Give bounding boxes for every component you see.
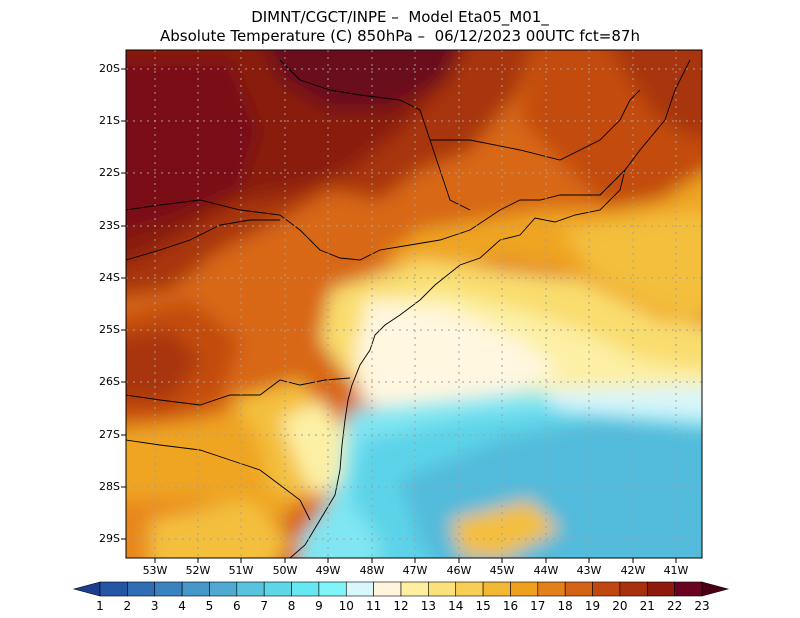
lon-label-50w: 50W — [272, 564, 298, 577]
temperature-field — [126, 50, 702, 558]
colorbar-swatch — [646, 581, 675, 597]
colorbar-swatch — [263, 581, 292, 597]
map-frame — [125, 49, 703, 559]
coastline — [289, 59, 691, 558]
state-border-sp-pr — [126, 169, 626, 261]
colorbar-swatch — [455, 581, 484, 597]
lat-label-24s: 24S — [99, 271, 120, 284]
lon-label-41w: 41W — [663, 564, 689, 577]
colorbar-swatch — [510, 581, 539, 597]
lat-label-29s: 29S — [99, 532, 120, 545]
colorbar-tick-label: 10 — [338, 599, 354, 613]
state-border-ms — [126, 219, 280, 261]
colorbar-tick-label: 8 — [287, 599, 296, 613]
state-border-mg — [279, 59, 471, 211]
colorbar-tick-label: 18 — [557, 599, 573, 613]
map-title-line2: Absolute Temperature (C) 850hPa – 06/12/… — [160, 27, 640, 45]
lat-label-20s: 20S — [99, 62, 120, 75]
field-dark-red-ne — [612, 50, 702, 140]
colorbar-tick-label: 15 — [475, 599, 491, 613]
field-maroon-west — [126, 60, 260, 233]
lat-label-23s: 23S — [99, 219, 120, 232]
field-yellow-orange — [560, 210, 702, 320]
colorbar-tick-label: 11 — [365, 599, 382, 613]
field-warm-patch — [450, 500, 560, 558]
lon-label-42w: 42W — [620, 564, 646, 577]
lon-label-43w: 43W — [576, 564, 602, 577]
colorbar-tick-label: 23 — [694, 599, 710, 613]
colorbar-tick-label: 2 — [123, 599, 132, 613]
colorbar-tick-label: 17 — [530, 599, 546, 613]
lat-label-22s: 22S — [99, 166, 120, 179]
colorbar-swatch — [537, 581, 566, 597]
colorbar-tick-label: 20 — [612, 599, 628, 613]
colorbar-swatch — [236, 581, 265, 597]
colorbar-tick-label: 1 — [96, 599, 104, 613]
lat-label-26s: 26S — [99, 375, 120, 388]
axis-ticks — [121, 68, 677, 563]
colorbar-tick-label: 16 — [502, 599, 519, 613]
colorbar-tick-label: 6 — [232, 599, 241, 613]
colorbar-tick-label: 21 — [639, 599, 655, 613]
coastline-borders — [126, 59, 691, 558]
colorbar-swatch — [428, 581, 457, 597]
colorbar-swatch — [400, 581, 429, 597]
colorbar-tick-label: 22 — [666, 599, 683, 613]
map-title-line1: DIMNT/CGCT/INPE – Model Eta05_M01_ — [251, 8, 549, 26]
field-dark-red-w — [126, 330, 200, 400]
colorbar-tick-label: 3 — [150, 599, 159, 613]
colorbar-swatch — [373, 581, 402, 597]
colorbar-swatch — [291, 581, 320, 597]
colorbar-swatch — [181, 581, 210, 597]
colorbar-swatch — [127, 581, 156, 597]
colorbar-swatch — [209, 581, 238, 597]
lon-label-53w: 53W — [142, 564, 168, 577]
grid-lines — [126, 50, 702, 558]
lon-label-52w: 52W — [185, 564, 211, 577]
colorbar-tick-label: 14 — [448, 599, 464, 613]
field-amber — [380, 173, 702, 330]
state-border-rj — [430, 89, 641, 161]
field-pale-cyan — [540, 385, 702, 419]
lon-label-48w: 48W — [359, 564, 385, 577]
colorbar — [72, 581, 730, 597]
colorbar-tick-label: 5 — [205, 599, 214, 613]
field-pale-sw — [280, 400, 345, 500]
colorbar-swatch — [674, 581, 703, 597]
colorbar-swatch — [482, 581, 511, 597]
colorbar-swatch — [619, 581, 648, 597]
colorbar-tick-label: 13 — [420, 599, 436, 613]
lon-label-47w: 47W — [402, 564, 428, 577]
field-yellow-s — [150, 500, 290, 558]
colorbar-tick-label: 4 — [178, 599, 186, 613]
colorbar-swatch — [154, 581, 183, 597]
lon-label-51w: 51W — [228, 564, 254, 577]
colorbar-swatch — [592, 581, 621, 597]
lat-label-21s: 21S — [99, 114, 120, 127]
colorbar-arrow-high — [701, 581, 730, 597]
colorbar-swatch — [318, 581, 347, 597]
field-dark-maroon — [268, 50, 458, 110]
lat-label-25s: 25S — [99, 323, 120, 336]
colorbar-swatch — [345, 581, 374, 597]
state-border-sc-rs — [126, 439, 311, 521]
colorbar-tick-label: 9 — [315, 599, 323, 613]
colorbar-swatch — [564, 581, 593, 597]
lon-label-49w: 49W — [315, 564, 341, 577]
colorbar-arrow-low — [72, 581, 101, 597]
colorbar-tick-label: 19 — [584, 599, 601, 613]
lon-label-45w: 45W — [489, 564, 515, 577]
lon-label-46w: 46W — [446, 564, 472, 577]
lat-label-27s: 27S — [99, 428, 120, 441]
colorbar-swatch — [99, 581, 128, 597]
lat-label-28s: 28S — [99, 480, 120, 493]
lon-label-44w: 44W — [533, 564, 559, 577]
colorbar-tick-label: 7 — [260, 599, 268, 613]
colorbar-tick-label: 12 — [393, 599, 409, 613]
